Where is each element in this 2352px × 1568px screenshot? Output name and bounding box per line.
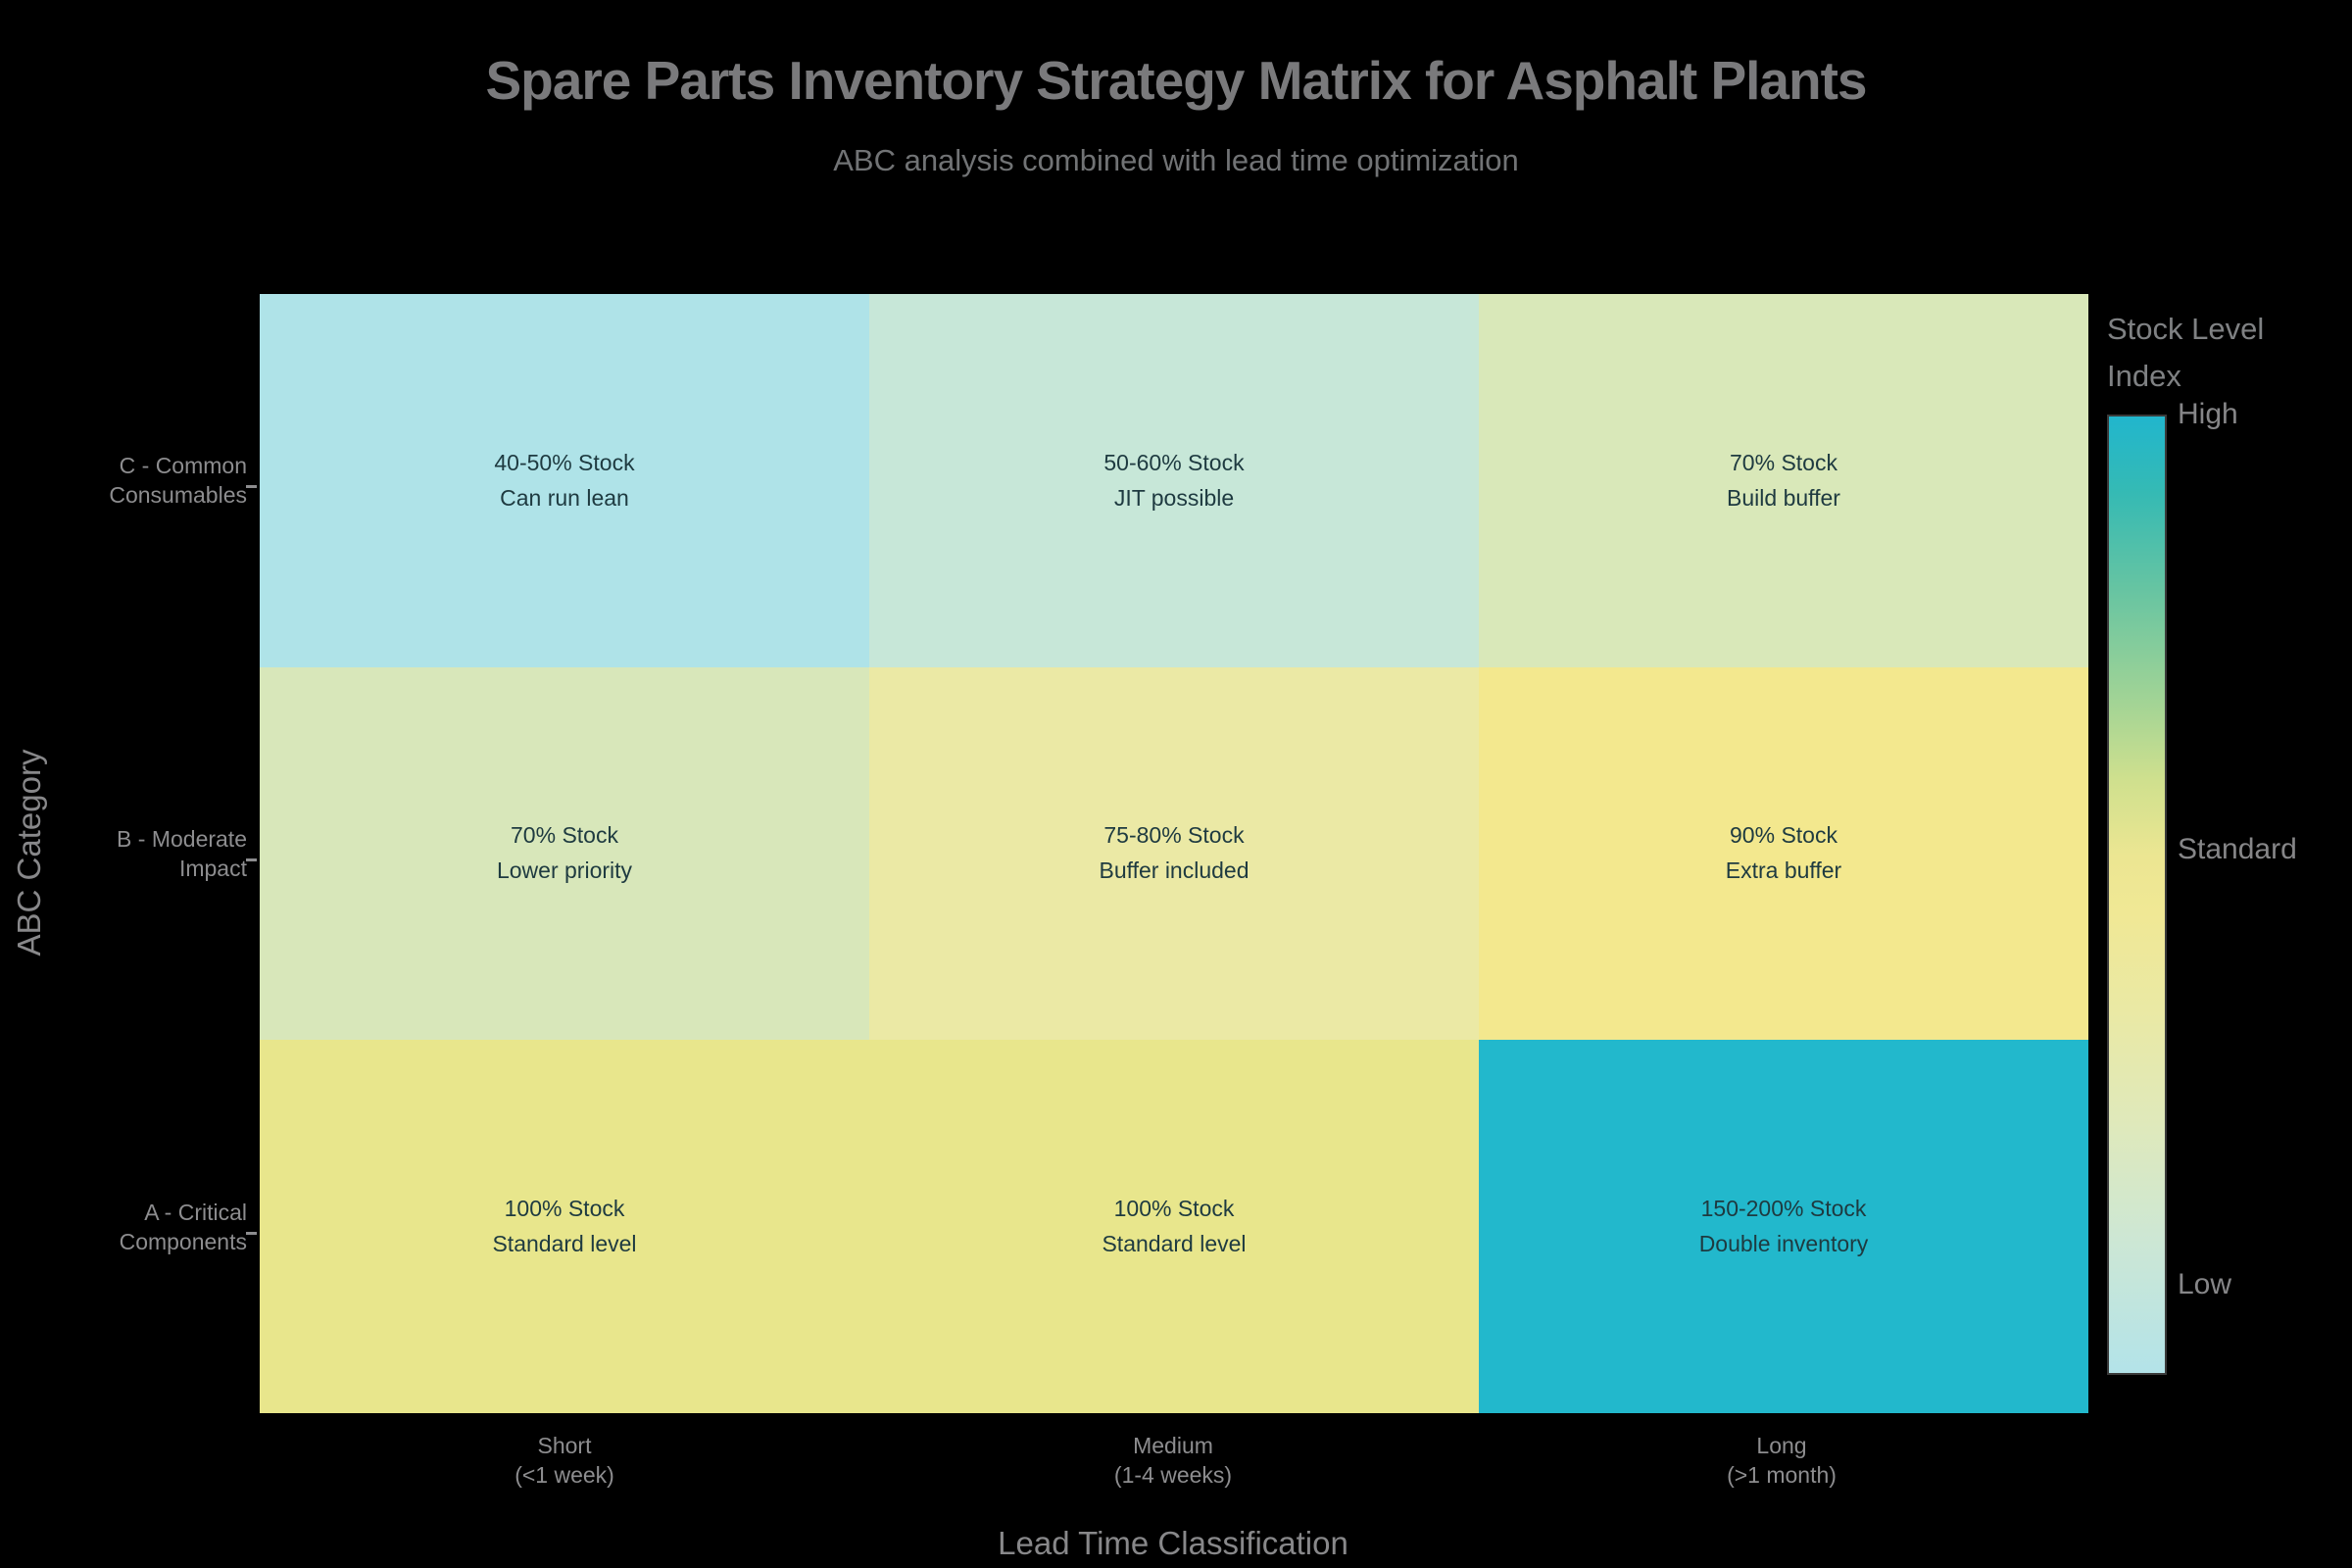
x-tick-line: Long <box>1756 1433 1807 1458</box>
cell-stock-label: 50-60% Stock <box>1103 449 1245 475</box>
x-tick-line: (<1 week) <box>514 1462 614 1488</box>
colorbar-title-line: Stock Level <box>2107 312 2265 346</box>
y-tick-mark <box>246 485 257 488</box>
colorbar-label-low: Low <box>2178 1268 2232 1300</box>
y-tick-line: Consumables <box>109 482 247 508</box>
x-tick-line: (1-4 weeks) <box>1113 1462 1233 1488</box>
heatmap-cell-c-short[interactable]: 40-50% Stock Can run lean <box>260 294 869 667</box>
cell-strategy-label: Standard level <box>492 1231 637 1257</box>
cell-strategy-label: Double inventory <box>1698 1231 1869 1257</box>
y-tick-line: Components <box>119 1229 247 1254</box>
chart-subtitle: ABC analysis combined with lead time opt… <box>833 143 1519 177</box>
heatmap-cell-c-medium[interactable]: 50-60% Stock JIT possible <box>869 294 1479 667</box>
heatmap-cell-b-short[interactable]: 70% Stock Lower priority <box>260 666 869 1041</box>
y-tick-line: B - Moderate <box>117 826 247 852</box>
chart-title: Spare Parts Inventory Strategy Matrix fo… <box>485 50 1867 111</box>
colorbar-gradient <box>2107 415 2167 1375</box>
cell-stock-label: 100% Stock <box>504 1196 625 1222</box>
cell-stock-label: 150-200% Stock <box>1700 1196 1867 1222</box>
x-tick-label-short: Short (<1 week) <box>368 1431 760 1490</box>
cell-strategy-label: Extra buffer <box>1725 858 1842 884</box>
colorbar-label-standard: Standard <box>2178 833 2297 865</box>
y-tick-mark <box>246 1232 257 1235</box>
cell-strategy-label: JIT possible <box>1113 484 1235 511</box>
y-tick-line: Impact <box>178 856 247 881</box>
y-tick-label-b: B - Moderate Impact <box>12 824 247 883</box>
y-tick-line: A - Critical <box>144 1200 247 1225</box>
heatmap-cell-a-short[interactable]: 100% Stock Standard level <box>260 1040 869 1413</box>
cell-stock-label: 100% Stock <box>1113 1196 1235 1222</box>
cell-strategy-label: Build buffer <box>1727 484 1840 511</box>
heatmap-cell-a-medium[interactable]: 100% Stock Standard level <box>869 1040 1479 1413</box>
y-tick-label-a: A - Critical Components <box>12 1198 247 1256</box>
colorbar-title: Stock Level Index <box>2107 306 2264 400</box>
cell-stock-label: 90% Stock <box>1730 822 1838 849</box>
heatmap-cell-b-medium[interactable]: 75-80% Stock Buffer included <box>869 666 1479 1041</box>
y-axis-title: ABC Category <box>11 749 47 956</box>
heatmap-cell-a-long[interactable]: 150-200% Stock Double inventory <box>1479 1040 2088 1413</box>
heatmap-cell-c-long[interactable]: 70% Stock Build buffer <box>1479 294 2088 667</box>
cell-stock-label: 70% Stock <box>511 822 618 849</box>
y-tick-mark <box>246 858 257 861</box>
y-tick-label-c: C - Common Consumables <box>12 451 247 510</box>
x-tick-line: Medium <box>1133 1433 1213 1458</box>
colorbar-title-line: Index <box>2107 359 2181 393</box>
cell-stock-label: 70% Stock <box>1730 449 1838 475</box>
x-tick-line: (>1 month) <box>1727 1462 1837 1488</box>
cell-stock-label: 75-80% Stock <box>1103 822 1245 849</box>
cell-stock-label: 40-50% Stock <box>494 449 635 475</box>
x-axis-title: Lead Time Classification <box>998 1525 1348 1561</box>
colorbar-label-high: High <box>2178 398 2238 430</box>
x-tick-line: Short <box>537 1433 592 1458</box>
cell-strategy-label: Can run lean <box>500 484 629 511</box>
cell-strategy-label: Lower priority <box>496 858 633 884</box>
y-tick-line: C - Common <box>119 453 247 478</box>
heatmap-cell-b-long[interactable]: 90% Stock Extra buffer <box>1479 666 2088 1041</box>
cell-strategy-label: Buffer included <box>1099 858 1250 884</box>
cell-strategy-label: Standard level <box>1102 1231 1247 1257</box>
x-tick-label-long: Long (>1 month) <box>1586 1431 1978 1490</box>
x-tick-label-medium: Medium (1-4 weeks) <box>977 1431 1369 1490</box>
heatmap-plot-area[interactable]: 40-50% Stock Can run lean 50-60% Stock J… <box>260 294 2088 1413</box>
